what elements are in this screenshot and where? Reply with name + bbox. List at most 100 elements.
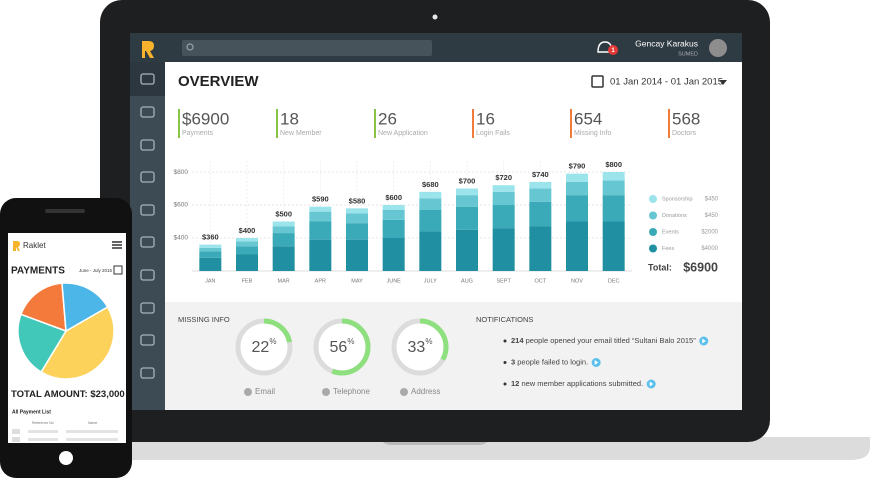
laptop-base bbox=[60, 437, 870, 460]
stat-label: Payments bbox=[182, 130, 214, 137]
bar-segment bbox=[346, 239, 368, 271]
stat-bar bbox=[374, 109, 376, 138]
legend-total: $6900 bbox=[683, 260, 718, 274]
gauge-unit: % bbox=[425, 337, 432, 346]
bar-segment bbox=[419, 231, 442, 271]
bar-segment bbox=[529, 201, 552, 227]
stat-value: 654 bbox=[574, 109, 602, 128]
row-placeholder bbox=[66, 430, 118, 433]
avatar[interactable] bbox=[709, 39, 727, 57]
sidebar-icon bbox=[140, 139, 155, 151]
sidebar-icon bbox=[140, 334, 155, 346]
stat-bar bbox=[570, 109, 572, 138]
bar-total-label: $590 bbox=[312, 195, 329, 204]
camera bbox=[432, 14, 438, 20]
x-tick-label: JUNE bbox=[386, 278, 401, 284]
gauge-label: Email bbox=[255, 387, 275, 396]
bar-segment bbox=[602, 172, 625, 181]
gauge-number: 33 bbox=[408, 339, 426, 356]
sidebar-icon bbox=[140, 302, 155, 314]
bar-segment bbox=[382, 238, 405, 271]
phone-brand: Raklet bbox=[23, 241, 46, 250]
phone-title: PAYMENTS bbox=[11, 266, 65, 277]
gauge-number: 22 bbox=[252, 339, 270, 356]
sidebar-icon bbox=[140, 171, 155, 183]
home-button[interactable] bbox=[59, 451, 73, 465]
phone-speaker bbox=[45, 209, 85, 213]
bar-total-label: $720 bbox=[495, 173, 512, 182]
bar-segment bbox=[419, 191, 442, 199]
bar-segment bbox=[566, 221, 588, 271]
total-value: $23,000 bbox=[90, 389, 124, 400]
bar-segment bbox=[346, 213, 368, 224]
notification: 214 people opened your email titled “Sul… bbox=[511, 336, 696, 345]
notifications-title: NOTIFICATIONS bbox=[476, 315, 533, 324]
arrow-glyph bbox=[649, 381, 654, 387]
menu-icon[interactable] bbox=[112, 241, 122, 249]
bullet bbox=[503, 382, 507, 386]
bar-segment bbox=[309, 211, 332, 222]
bar-segment bbox=[456, 195, 478, 207]
bar-segment bbox=[382, 219, 405, 239]
bar-segment bbox=[456, 229, 478, 271]
row-placeholder bbox=[28, 430, 58, 433]
notification: 12 new member applications submitted. bbox=[511, 379, 643, 388]
bar-segment bbox=[419, 198, 442, 210]
bullet bbox=[503, 361, 507, 364]
stat-label: Doctors bbox=[672, 130, 697, 137]
arrow-glyph bbox=[594, 360, 599, 365]
bar-segment bbox=[456, 188, 478, 196]
x-tick-label: JULY bbox=[424, 278, 437, 284]
user-name: Gencay Karakus bbox=[635, 38, 698, 48]
legend-amount: $4000 bbox=[701, 246, 718, 252]
main-panel bbox=[165, 62, 742, 302]
y-tick-label: $600 bbox=[174, 202, 189, 209]
sidebar-icon bbox=[140, 269, 155, 281]
bar-segment bbox=[492, 191, 515, 206]
x-tick-label: SEPT bbox=[496, 278, 511, 284]
bar-total-label: $700 bbox=[459, 177, 476, 186]
user-role: SUMED bbox=[678, 51, 698, 57]
x-tick-label: FEB bbox=[242, 278, 253, 284]
stat-bar bbox=[178, 109, 180, 138]
bar-segment bbox=[382, 205, 405, 210]
legend-amount: $450 bbox=[705, 197, 719, 203]
gauge-number: 56 bbox=[330, 339, 348, 356]
pie-slice bbox=[20, 282, 67, 333]
bar-segment bbox=[199, 244, 222, 248]
search-icon bbox=[186, 43, 194, 51]
badge-count: 1 bbox=[611, 48, 615, 54]
legend-icon bbox=[649, 244, 657, 253]
row-placeholder bbox=[66, 438, 118, 441]
y-tick-label: $800 bbox=[174, 169, 189, 176]
row-placeholder bbox=[12, 429, 20, 434]
legend-name: Fees bbox=[662, 246, 674, 252]
bar-total-label: $580 bbox=[349, 196, 366, 205]
search-box[interactable] bbox=[182, 40, 432, 56]
x-tick-label: JAN bbox=[205, 278, 215, 284]
bar-total-label: $790 bbox=[569, 162, 586, 171]
bar-segment bbox=[272, 246, 295, 271]
page-title: OVERVIEW bbox=[178, 73, 259, 90]
gauge-icon bbox=[400, 388, 408, 396]
logo bbox=[142, 41, 154, 58]
row-placeholder bbox=[28, 438, 58, 441]
dropdown-arrow[interactable] bbox=[719, 80, 727, 85]
bar-segment bbox=[529, 181, 552, 189]
bar-total-label: $680 bbox=[422, 180, 439, 189]
stat-value: 26 bbox=[378, 109, 397, 128]
column-header: Reference No bbox=[32, 421, 54, 425]
date-range[interactable]: 01 Jan 2014 - 01 Jan 2015 bbox=[610, 77, 723, 88]
pie-slice bbox=[61, 282, 109, 333]
phone-logo bbox=[13, 241, 20, 251]
legend-amount: $450 bbox=[705, 213, 719, 219]
gauge-arc bbox=[313, 318, 371, 376]
bar-segment bbox=[566, 195, 588, 222]
x-tick-label: MAY bbox=[351, 278, 363, 284]
sidebar-icon bbox=[140, 106, 155, 118]
legend-name: Sponsorship bbox=[662, 196, 693, 202]
sidebar-icon bbox=[140, 73, 155, 85]
calendar-icon bbox=[591, 75, 604, 88]
gauge-unit: % bbox=[347, 337, 354, 346]
